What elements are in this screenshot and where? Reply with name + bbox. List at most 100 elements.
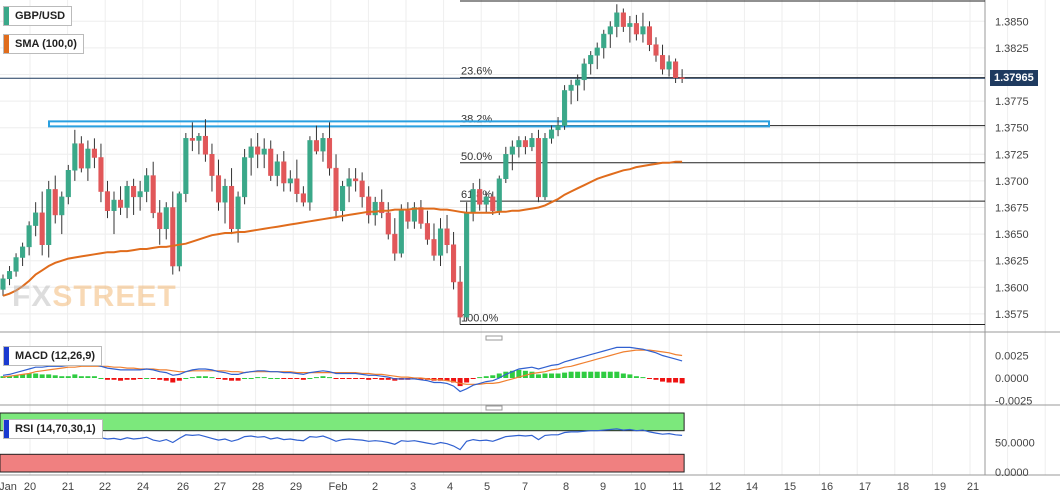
macd-histogram-bar bbox=[679, 378, 685, 384]
candle-body bbox=[313, 140, 319, 152]
macd-histogram-bar bbox=[535, 374, 541, 378]
rsi-overbought-zone bbox=[0, 412, 685, 432]
candle-body bbox=[294, 178, 300, 194]
date-tick-label: 28 bbox=[252, 481, 264, 493]
price-tick-label: 1.3725 bbox=[995, 149, 1029, 161]
macd-histogram-bar bbox=[601, 371, 607, 378]
rsi-legend[interactable]: RSI (14,70,30,1) bbox=[3, 419, 103, 439]
macd-histogram-bar bbox=[483, 376, 489, 378]
price-tick-label: 1.3650 bbox=[995, 229, 1029, 241]
candle-body bbox=[176, 193, 182, 267]
candle-body bbox=[333, 167, 339, 211]
candle-body bbox=[516, 140, 522, 148]
macd-histogram-bar bbox=[163, 378, 169, 381]
candle-body bbox=[366, 196, 372, 216]
macd-histogram-bar bbox=[13, 375, 19, 378]
macd-histogram-bar bbox=[568, 371, 574, 378]
candle-body bbox=[451, 244, 457, 283]
candle-body bbox=[274, 161, 280, 176]
candle-body bbox=[535, 138, 542, 198]
macd-histogram-bar bbox=[229, 378, 235, 381]
candle-body bbox=[477, 189, 483, 205]
macd-histogram-bar bbox=[464, 378, 470, 383]
candle-body bbox=[457, 281, 463, 318]
candle-body bbox=[229, 185, 235, 230]
macd-histogram-bar bbox=[340, 378, 346, 379]
candle-body bbox=[627, 23, 633, 27]
macd-tick-label: 0.0000 bbox=[995, 373, 1029, 385]
candle-body bbox=[392, 233, 398, 254]
candle-body bbox=[261, 148, 267, 155]
candle-body bbox=[496, 178, 502, 211]
macd-histogram-bar bbox=[294, 378, 300, 379]
macd-swatch bbox=[4, 347, 9, 365]
candle-body bbox=[163, 207, 169, 230]
macd-histogram-bar bbox=[176, 378, 182, 381]
candle-body bbox=[255, 146, 261, 155]
candle-body bbox=[52, 189, 58, 216]
candle-body bbox=[555, 125, 561, 131]
candle-body bbox=[222, 185, 228, 203]
candle-body bbox=[614, 12, 620, 27]
price-tick-label: 1.3625 bbox=[995, 256, 1029, 268]
symbol-label: GBP/USD bbox=[15, 10, 66, 22]
candle-body bbox=[137, 191, 143, 198]
sma-legend[interactable]: SMA (100,0) bbox=[3, 34, 84, 54]
candle-body bbox=[59, 196, 65, 216]
macd-histogram-bar bbox=[235, 378, 241, 381]
rsi-tick-label: 0.0000 bbox=[995, 467, 1029, 479]
macd-histogram-bar bbox=[359, 378, 365, 379]
candle-body bbox=[98, 157, 104, 192]
macd-histogram-bar bbox=[255, 377, 261, 379]
candle-body bbox=[431, 239, 437, 256]
candle-body bbox=[91, 148, 97, 158]
macd-histogram-bar bbox=[215, 378, 221, 379]
price-tick-label: 1.3700 bbox=[995, 176, 1029, 188]
macd-histogram-bar bbox=[627, 374, 633, 378]
candle-body bbox=[150, 175, 156, 214]
macd-histogram-bar bbox=[640, 377, 646, 379]
date-tick-label: 20 bbox=[24, 481, 36, 493]
macd-histogram-bar bbox=[39, 374, 45, 378]
candle-body bbox=[359, 180, 365, 198]
date-tick-label: 2 bbox=[372, 481, 378, 493]
date-tick-label: 5 bbox=[484, 481, 490, 493]
candle-body bbox=[620, 12, 626, 27]
candle-body bbox=[33, 212, 39, 226]
candle-body bbox=[659, 55, 666, 70]
macd-legend[interactable]: MACD (12,26,9) bbox=[3, 346, 103, 366]
macd-histogram-bar bbox=[673, 378, 679, 383]
date-tick-label: Jan bbox=[0, 481, 17, 493]
candle-body bbox=[6, 271, 13, 280]
candle-body bbox=[673, 61, 679, 78]
candle-body bbox=[104, 191, 111, 211]
macd-histogram-bar bbox=[451, 378, 457, 383]
macd-histogram-bar bbox=[222, 378, 228, 380]
macd-histogram-bar bbox=[529, 371, 535, 378]
date-tick-label: 3 bbox=[410, 481, 416, 493]
fib-label: 50.0% bbox=[461, 151, 492, 163]
macd-histogram-bar bbox=[594, 371, 600, 378]
date-tick-label: 21 bbox=[967, 481, 979, 493]
macd-histogram-bar bbox=[555, 373, 561, 378]
candle-body bbox=[20, 246, 26, 258]
rsi-swatch bbox=[4, 420, 9, 438]
candle-body bbox=[424, 223, 430, 240]
fxstreet-watermark: FXSTREET bbox=[12, 280, 177, 314]
macd-histogram-bar bbox=[588, 371, 594, 378]
date-tick-label: 21 bbox=[62, 481, 74, 493]
candle-body bbox=[131, 185, 137, 198]
macd-histogram-bar bbox=[457, 378, 463, 387]
candle-body bbox=[242, 157, 248, 198]
date-tick-label: 22 bbox=[99, 481, 111, 493]
macd-histogram-bar bbox=[379, 378, 385, 380]
macd-histogram-bar bbox=[549, 373, 555, 378]
candle-body bbox=[26, 225, 32, 248]
candle-body bbox=[464, 212, 470, 318]
symbol-legend[interactable]: GBP/USD bbox=[3, 6, 73, 26]
macd-histogram-bar bbox=[104, 378, 110, 380]
macd-histogram-bar bbox=[542, 373, 548, 378]
candle-body bbox=[72, 143, 78, 171]
macd-histogram-bar bbox=[353, 378, 359, 379]
rsi-label: RSI (14,70,30,1) bbox=[15, 423, 96, 435]
